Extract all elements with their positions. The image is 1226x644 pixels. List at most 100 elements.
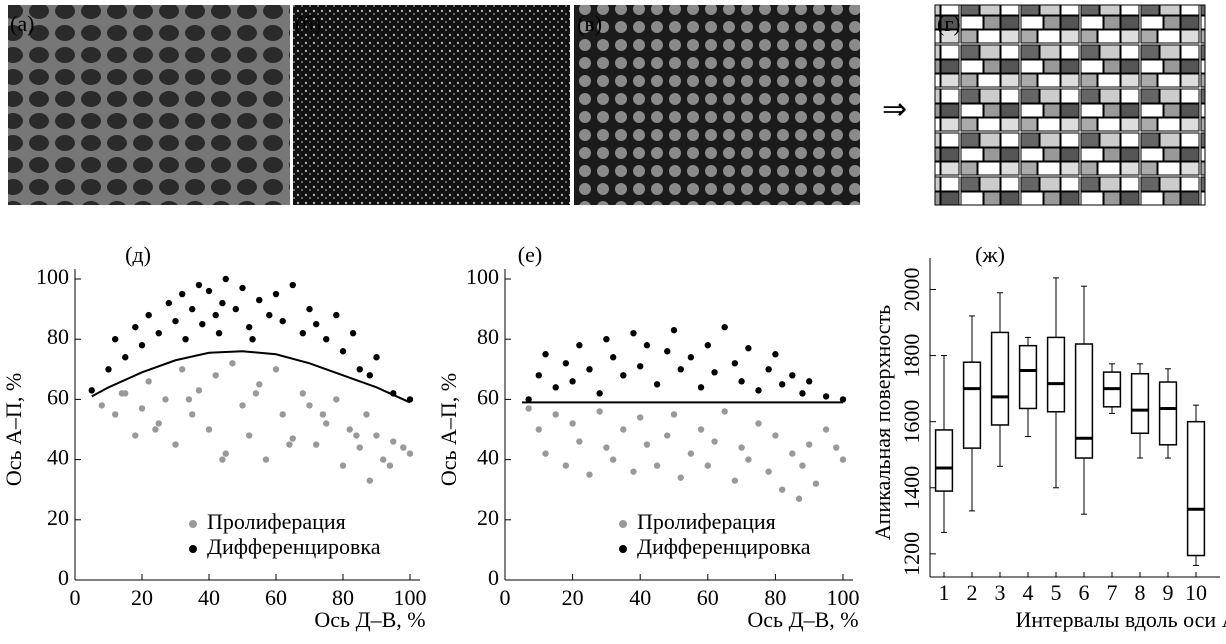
point <box>765 366 772 373</box>
legend-label: Дифференцировка <box>207 534 381 559</box>
point <box>155 420 162 427</box>
point <box>576 342 583 349</box>
point <box>373 354 380 361</box>
box <box>962 361 982 449</box>
point <box>576 438 583 445</box>
point <box>603 336 610 343</box>
point <box>339 348 347 355</box>
point <box>155 329 162 337</box>
panel-label: (в) <box>577 11 602 36</box>
panel-label: (г) <box>937 11 961 36</box>
point <box>664 348 671 355</box>
point <box>306 402 313 409</box>
x-tick-label: 0 <box>70 585 81 610</box>
x-tick-label: 0 <box>500 585 511 610</box>
point <box>586 471 593 478</box>
y-tick-label: 20 <box>47 505 69 530</box>
point <box>232 305 239 313</box>
x-axis-label: Ось Д–В, % <box>314 607 425 632</box>
point <box>195 281 203 289</box>
point <box>366 477 373 484</box>
point <box>212 311 219 319</box>
legend-label: Дифференцировка <box>637 534 811 559</box>
point <box>630 329 637 337</box>
y-tick-label: 2000 <box>899 267 924 311</box>
point <box>778 486 786 493</box>
micrographs: (а) (б) (в) (г) ⇒ <box>8 4 1206 206</box>
point <box>195 387 203 394</box>
point <box>132 323 139 331</box>
y-tick-label: 80 <box>477 324 499 349</box>
point <box>711 369 718 376</box>
point <box>165 299 172 307</box>
y-tick-label: 0 <box>488 565 499 590</box>
box <box>1046 336 1066 413</box>
point <box>745 456 752 463</box>
point <box>542 450 549 457</box>
panel-label: (б) <box>295 11 321 36</box>
point <box>687 354 695 361</box>
point <box>789 372 796 379</box>
y-tick-label: 1800 <box>899 334 924 378</box>
x-tick-label: 6 <box>1079 580 1090 605</box>
point <box>839 396 847 403</box>
y-tick-label: 1400 <box>899 466 924 510</box>
legend-label: Пролиферация <box>207 509 346 534</box>
point <box>535 426 542 433</box>
y-tick-label: 40 <box>477 445 499 470</box>
point <box>711 438 718 445</box>
point <box>390 438 397 445</box>
point <box>205 287 213 295</box>
point <box>185 396 193 403</box>
point <box>239 284 246 292</box>
point <box>569 378 576 385</box>
point <box>88 387 95 394</box>
point <box>697 384 705 391</box>
point <box>289 435 296 442</box>
y-tick-label: 100 <box>466 264 499 289</box>
point <box>772 351 779 358</box>
point <box>799 462 806 469</box>
legend-marker <box>619 520 627 528</box>
point <box>323 336 330 343</box>
point <box>333 311 340 319</box>
legend-marker <box>189 545 197 553</box>
point <box>252 390 260 397</box>
point <box>687 450 695 457</box>
point <box>212 372 219 379</box>
point <box>246 323 253 331</box>
point <box>745 345 752 352</box>
point <box>738 378 745 385</box>
point <box>552 384 559 391</box>
y-tick-label: 1200 <box>899 532 924 576</box>
point <box>373 432 380 439</box>
point <box>172 317 179 325</box>
trend-line <box>91 350 411 404</box>
point <box>215 329 223 337</box>
point <box>643 342 651 349</box>
point <box>286 441 293 448</box>
chart-title: (д) <box>125 242 151 267</box>
x-tick-label: 20 <box>562 585 584 610</box>
point <box>219 456 226 463</box>
point <box>249 336 256 343</box>
box <box>1074 343 1094 459</box>
point <box>98 402 106 409</box>
point <box>112 336 119 343</box>
point <box>670 326 678 334</box>
point <box>199 320 206 328</box>
point <box>731 360 739 367</box>
x-tick-label: 80 <box>332 585 354 610</box>
x-tick-label: 5 <box>1051 580 1062 605</box>
point <box>400 444 407 451</box>
point <box>279 317 286 325</box>
x-tick-label: 100 <box>827 585 860 610</box>
point <box>789 450 796 457</box>
chart-title: (е) <box>518 242 542 267</box>
point <box>795 495 803 502</box>
x-tick-label: 40 <box>629 585 651 610</box>
point <box>609 456 617 463</box>
legend-marker <box>619 545 627 553</box>
point <box>664 432 671 439</box>
